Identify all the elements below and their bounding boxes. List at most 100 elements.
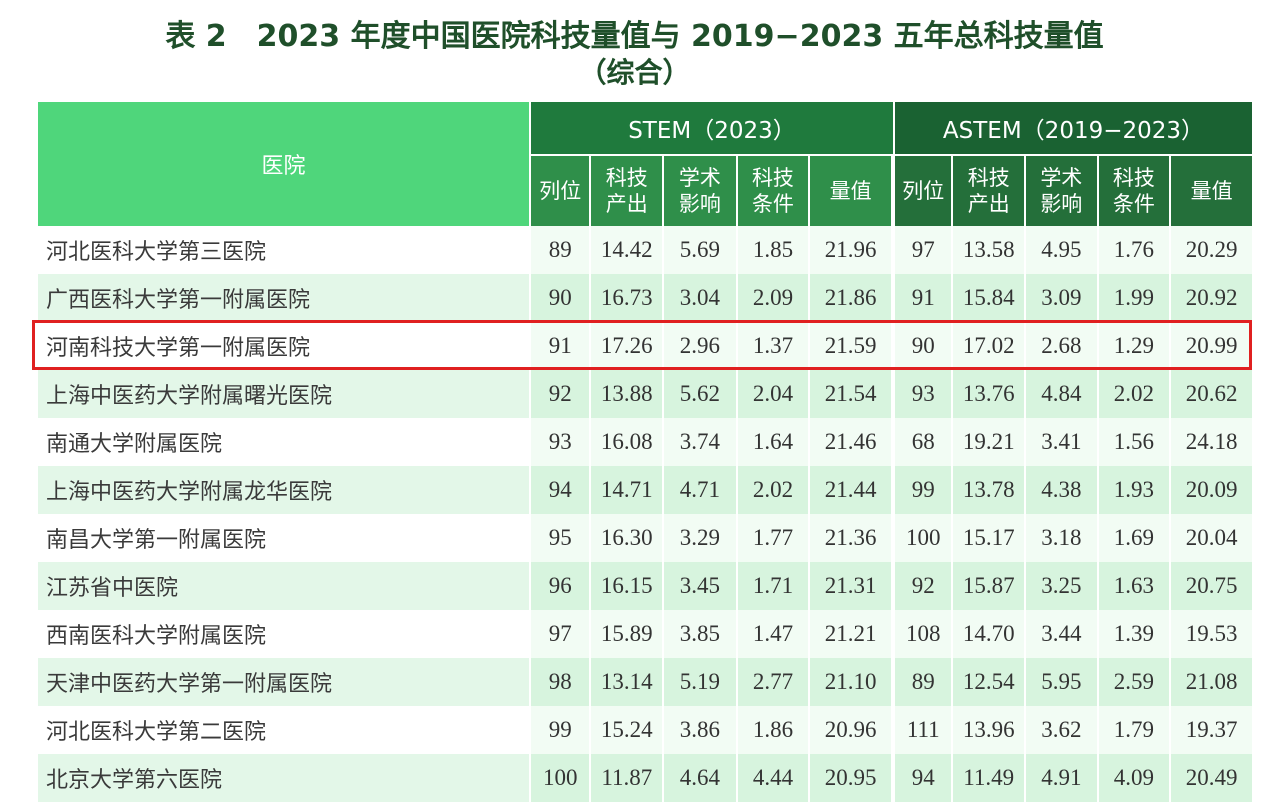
astem-cell: 1.29 <box>1098 322 1172 370</box>
stem-cell: 5.69 <box>664 226 738 274</box>
table-row: 南通大学附属医院 93 16.08 3.74 1.64 21.46 68 19.21 3.41 1… <box>38 418 1252 466</box>
stem-cell: 100 <box>531 754 592 802</box>
astem-cell: 20.49 <box>1171 754 1252 802</box>
stem-cell: 93 <box>531 418 592 466</box>
astem-cell: 3.09 <box>1026 274 1099 322</box>
astem-cell: 20.09 <box>1171 466 1252 514</box>
stem-cell: 3.85 <box>664 610 738 658</box>
hospital-name: 江苏省中医院 <box>38 562 531 610</box>
astem-cell: 89 <box>892 658 954 706</box>
astem-cell: 99 <box>892 466 954 514</box>
astem-cell: 3.18 <box>1026 514 1099 562</box>
table-row: 上海中医药大学附属曙光医院 92 13.88 5.62 2.04 21.54 93 13.76… <box>38 370 1252 418</box>
astem-cell: 1.63 <box>1098 562 1172 610</box>
astem-cell: 5.95 <box>1026 658 1099 706</box>
stem-cell: 90 <box>531 274 592 322</box>
stem-cell: 13.88 <box>591 370 665 418</box>
stem-cell: 96 <box>531 562 592 610</box>
astem-cell: 111 <box>892 706 954 754</box>
stem-cell: 98 <box>531 658 592 706</box>
astem-cell: 20.75 <box>1171 562 1252 610</box>
stem-cell: 3.04 <box>664 274 738 322</box>
stem-cell: 4.64 <box>664 754 738 802</box>
stem-cell: 13.14 <box>591 658 665 706</box>
table-title: 表 2 2023 年度中国医院科技量值与 2019−2023 五年总科技量值 （… <box>0 18 1269 90</box>
astem-cell: 3.41 <box>1026 418 1099 466</box>
hospital-name: 天津中医药大学第一附属医院 <box>38 658 531 706</box>
astem-cell: 21.08 <box>1171 658 1252 706</box>
stem-cell: 21.21 <box>810 610 893 658</box>
stem-cell: 17.26 <box>591 322 665 370</box>
astem-col-header: 列位 <box>892 156 954 226</box>
table-row: 河北医科大学第二医院 99 15.24 3.86 1.86 20.96 111 13.96 3.… <box>38 706 1252 754</box>
astem-cell: 11.49 <box>953 754 1027 802</box>
stem-cell: 16.15 <box>591 562 665 610</box>
astem-cell: 13.78 <box>953 466 1027 514</box>
table-row-highlighted: 河南科技大学第一附属医院 91 17.26 2.96 1.37 21.59 90 17.02 2… <box>38 322 1252 370</box>
astem-cell: 100 <box>892 514 954 562</box>
table-row: 北京大学第六医院 100 11.87 4.64 4.44 20.95 94 11.49 4.91… <box>38 754 1252 802</box>
stem-cell: 2.09 <box>737 274 811 322</box>
astem-cell: 1.76 <box>1098 226 1172 274</box>
stem-cell: 92 <box>531 370 592 418</box>
astem-cell: 20.92 <box>1171 274 1252 322</box>
stem-cell: 3.29 <box>664 514 738 562</box>
stem-cell: 21.54 <box>810 370 893 418</box>
stem-cell: 20.95 <box>810 754 893 802</box>
astem-cell: 90 <box>892 322 954 370</box>
table-row: 江苏省中医院 96 16.15 3.45 1.71 21.31 92 15.87 3.25 1.6… <box>38 562 1252 610</box>
astem-cell: 108 <box>892 610 954 658</box>
table-row: 南昌大学第一附属医院 95 16.30 3.29 1.77 21.36 100 15.17 3.… <box>38 514 1252 562</box>
astem-col-header: 科技 产出 <box>953 156 1027 226</box>
stem-group-header: STEM（2023） <box>531 102 893 156</box>
table-row: 河北医科大学第三医院 89 14.42 5.69 1.85 21.96 97 13.58 4.9… <box>38 226 1252 274</box>
astem-cell: 2.59 <box>1098 658 1172 706</box>
stem-cell: 21.44 <box>810 466 893 514</box>
astem-cell: 68 <box>892 418 954 466</box>
stem-cell: 21.59 <box>810 322 893 370</box>
stem-cell: 1.86 <box>737 706 811 754</box>
astem-cell: 13.96 <box>953 706 1027 754</box>
hospital-name: 广西医科大学第一附属医院 <box>38 274 531 322</box>
stem-cell: 95 <box>531 514 592 562</box>
hospital-name: 河北医科大学第二医院 <box>38 706 531 754</box>
stem-col-header: 列位 <box>531 156 592 226</box>
astem-cell: 91 <box>892 274 954 322</box>
stem-col-header: 科技 条件 <box>737 156 811 226</box>
stem-cell: 3.86 <box>664 706 738 754</box>
stem-cell: 1.47 <box>737 610 811 658</box>
astem-cell: 17.02 <box>953 322 1027 370</box>
table-row: 西南医科大学附属医院 97 15.89 3.85 1.47 21.21 108 14.70 3.… <box>38 610 1252 658</box>
stem-cell: 4.44 <box>737 754 811 802</box>
astem-cell: 20.29 <box>1171 226 1252 274</box>
astem-cell: 19.53 <box>1171 610 1252 658</box>
stem-cell: 14.42 <box>591 226 665 274</box>
astem-cell: 1.56 <box>1098 418 1172 466</box>
hospital-ranking-table: 医院 STEM（2023） ASTEM（2019−2023） 列位 科技 产出 学术影… <box>38 102 1252 802</box>
hospital-name: 北京大学第六医院 <box>38 754 531 802</box>
astem-cell: 13.76 <box>953 370 1027 418</box>
astem-cell: 12.54 <box>953 658 1027 706</box>
stem-cell: 15.24 <box>591 706 665 754</box>
stem-cell: 20.96 <box>810 706 893 754</box>
astem-cell: 4.84 <box>1026 370 1099 418</box>
astem-cell: 2.02 <box>1098 370 1172 418</box>
astem-cell: 93 <box>892 370 954 418</box>
stem-cell: 16.08 <box>591 418 665 466</box>
astem-cell: 20.62 <box>1171 370 1252 418</box>
astem-cell: 3.62 <box>1026 706 1099 754</box>
stem-cell: 1.64 <box>737 418 811 466</box>
stem-cell: 5.19 <box>664 658 738 706</box>
astem-cell: 20.04 <box>1171 514 1252 562</box>
stem-cell: 21.10 <box>810 658 893 706</box>
stem-cell: 91 <box>531 322 592 370</box>
stem-cell: 3.74 <box>664 418 738 466</box>
stem-cell: 15.89 <box>591 610 665 658</box>
hospital-name: 南通大学附属医院 <box>38 418 531 466</box>
stem-cell: 16.73 <box>591 274 665 322</box>
table-row: 上海中医药大学附属龙华医院 94 14.71 4.71 2.02 21.44 99 13.78… <box>38 466 1252 514</box>
astem-col-header: 学术 影响 <box>1026 156 1099 226</box>
astem-cell: 15.84 <box>953 274 1027 322</box>
stem-cell: 2.77 <box>737 658 811 706</box>
astem-cell: 19.37 <box>1171 706 1252 754</box>
